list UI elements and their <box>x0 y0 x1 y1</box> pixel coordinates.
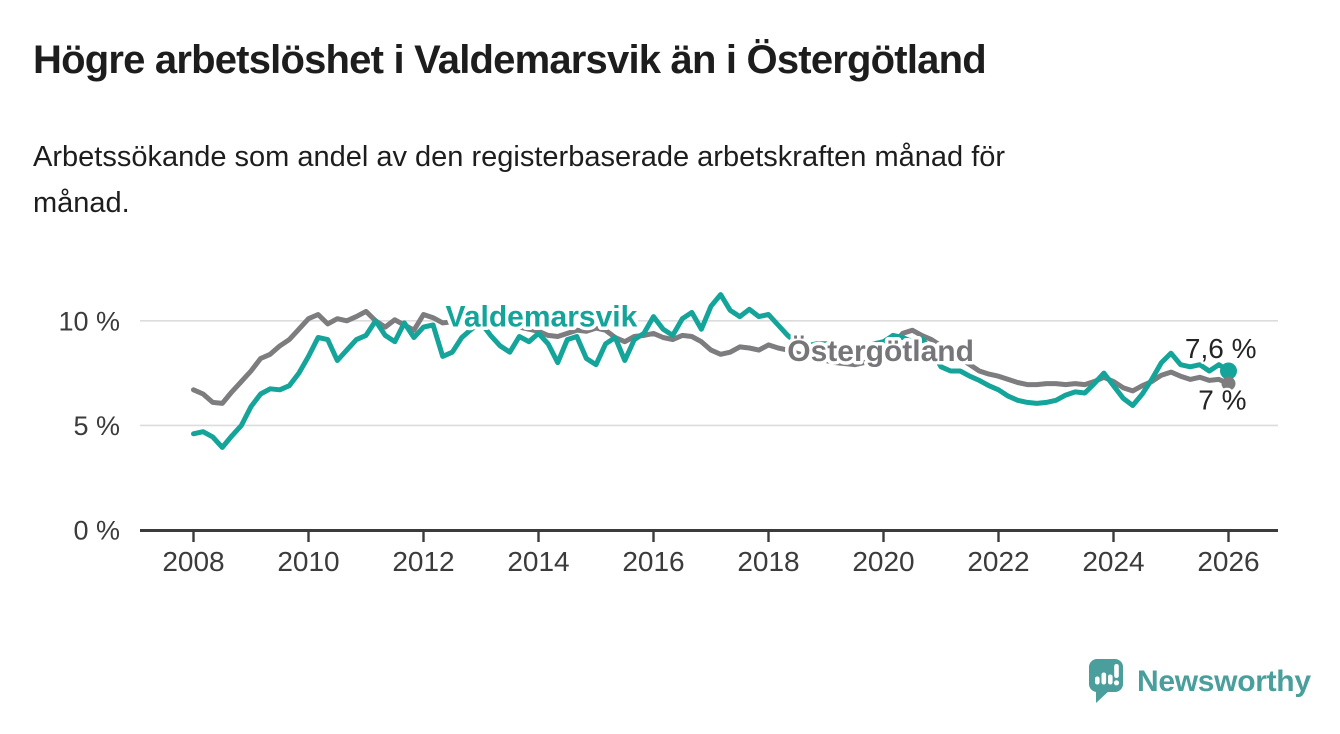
series-value-label-östergötland: 7 % <box>1198 385 1246 416</box>
series-value-label-valdemarsvik: 7,6 % <box>1185 333 1257 364</box>
unemployment-line-chart: 2008 2010 2012 2014 2016 2018 2020 2022 2024 2026… <box>58 292 1278 577</box>
newsworthy-logo-icon <box>1089 659 1123 703</box>
logo-exclamation-bar <box>1114 664 1119 678</box>
chart-subtitle: Arbetssökande som andel av den registerb… <box>33 134 1005 226</box>
subtitle-line-1: Arbetssökande som andel av den registerb… <box>33 141 1006 173</box>
series-line-östergötland <box>191 308 1231 406</box>
y-tick-label: 5 % <box>73 411 120 441</box>
x-tick-label: 2008 <box>162 546 224 577</box>
newsworthy-wordmark: Newsworthy <box>1137 664 1311 698</box>
series-end-dot-valdemarsvik <box>1220 362 1237 380</box>
x-tick-label: 2010 <box>277 546 339 577</box>
page-title: Högre arbetslöshet i Valdemarsvik än i Ö… <box>33 38 987 82</box>
logo-exclamation-dot <box>1113 680 1120 686</box>
x-tick-label: 2016 <box>622 546 684 577</box>
speech-bubble-tail <box>1096 690 1110 703</box>
logo-bar-3 <box>1108 674 1113 685</box>
y-tick-label: 10 % <box>58 306 120 336</box>
x-tick-label: 2014 <box>507 546 569 577</box>
x-tick-label: 2020 <box>852 546 914 577</box>
series-line-valdemarsvik <box>191 292 1231 450</box>
series-label-östergötland: Östergötland <box>787 335 974 368</box>
subtitle-line-2: månad. <box>33 187 130 219</box>
x-tick-label: 2024 <box>1082 546 1144 577</box>
series-label-valdemarsvik: Valdemarsvik <box>445 301 637 334</box>
logo-bar-2 <box>1101 672 1107 685</box>
x-tick-label: 2026 <box>1197 546 1259 577</box>
logo-bar-1 <box>1095 676 1100 685</box>
x-tick-label: 2012 <box>392 546 454 577</box>
newsworthy-branding: Newsworthy <box>1086 658 1311 705</box>
series-end-dot-östergötland <box>1221 376 1236 391</box>
y-tick-label: 0 % <box>73 516 120 546</box>
x-tick-label: 2018 <box>737 546 799 577</box>
x-tick-label: 2022 <box>967 546 1029 577</box>
